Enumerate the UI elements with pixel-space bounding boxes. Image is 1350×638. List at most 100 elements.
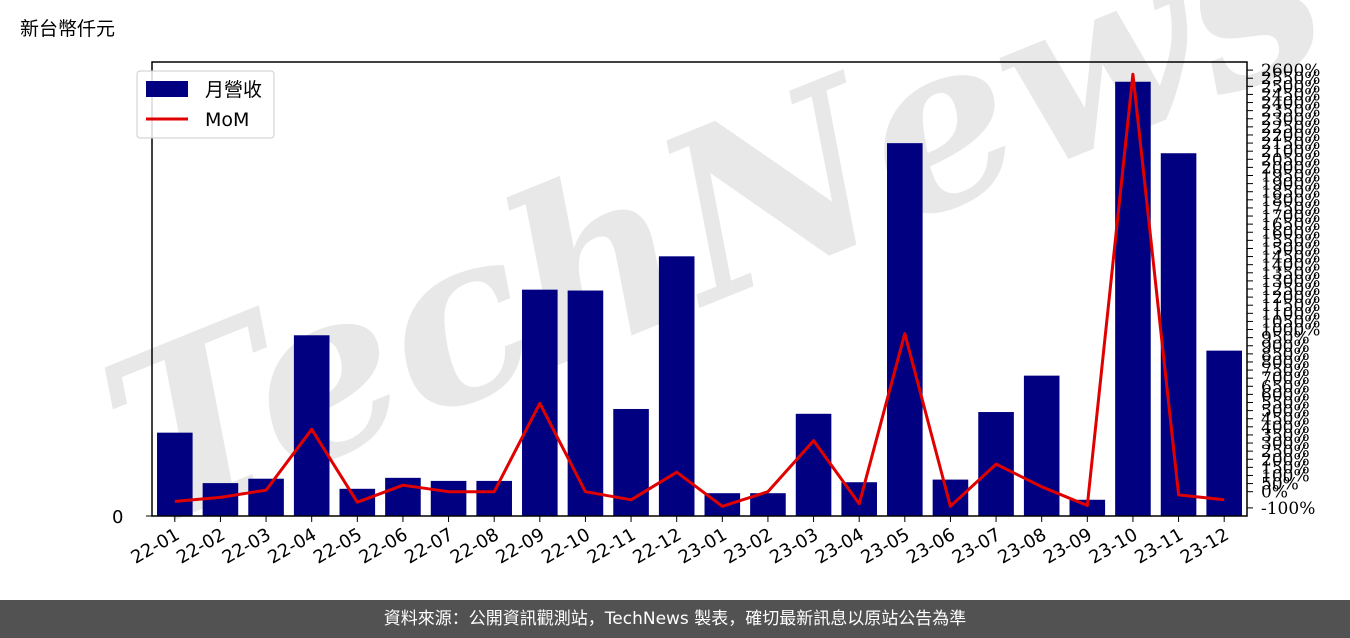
y-right-tick-label: 1950% — [1261, 167, 1320, 187]
y-right-tick-label: 1500% — [1261, 239, 1320, 259]
y-right-tick-label: 0% — [1261, 483, 1288, 503]
x-tick-label: 22-10 — [538, 524, 594, 568]
y-right-tick-label: -100% — [1261, 499, 1315, 519]
line-series — [174, 72, 1225, 508]
y-right-tick-label: 2250% — [1261, 118, 1320, 138]
bar-22-08 — [476, 480, 512, 516]
y-right-tick-label: 150% — [1261, 458, 1310, 478]
y-right-tick-label: 850% — [1261, 345, 1310, 365]
y-right-tick-label: 1000% — [1261, 321, 1320, 341]
x-tick-label: 22-05 — [310, 524, 366, 568]
x-tick-label: 22-06 — [356, 524, 412, 568]
bar-22-12 — [658, 256, 695, 516]
y-right-tick-label: 2000% — [1261, 158, 1320, 178]
y-right-tick-label: 600% — [1261, 385, 1310, 405]
y-right-tick-label: 450% — [1261, 410, 1310, 430]
bar-22-04 — [293, 335, 330, 516]
x-tick-label: 22-11 — [584, 524, 640, 568]
bar-22-10 — [567, 290, 604, 516]
y-right-tick-label: 2550% — [1261, 69, 1320, 89]
source-footer: 資料來源：公開資訊觀測站，TechNews 製表，確切最新訊息以原站公告為準 — [0, 600, 1350, 638]
bar-23-08 — [1023, 375, 1060, 516]
legend: 月營收 MoM — [136, 70, 275, 139]
x-tick-label: 23-07 — [949, 524, 1005, 568]
bar-23-02 — [750, 493, 786, 516]
y-right-tick-label: 1300% — [1261, 272, 1320, 292]
y-right-tick-label: 1450% — [1261, 248, 1320, 268]
y-right-tick-label: 400% — [1261, 418, 1310, 438]
y-right-tick-label: 750% — [1261, 361, 1310, 381]
x-tick-label: 23-11 — [1131, 524, 1187, 568]
y-right-tick-label: 1400% — [1261, 256, 1320, 276]
y-right-tick-label: 1150% — [1261, 296, 1320, 316]
x-tick-label: 22-09 — [493, 524, 549, 568]
bar-23-03 — [795, 413, 832, 516]
y-right-tick-label: 2050% — [1261, 150, 1320, 170]
y-right-tick-label: 550% — [1261, 394, 1310, 414]
y-right-tick-label: 2500% — [1261, 77, 1320, 97]
x-tick-label: 23-12 — [1177, 524, 1233, 568]
x-tick-label: 23-09 — [1040, 524, 1096, 568]
y-right-tick-label: 2450% — [1261, 85, 1320, 105]
x-tick-label: 23-05 — [858, 524, 914, 568]
bar-22-07 — [430, 480, 467, 516]
y-right-tick-label: 2400% — [1261, 94, 1320, 114]
y-right-tick-label: 2600% — [1261, 61, 1320, 81]
y-right-tick-label: 900% — [1261, 337, 1310, 357]
y-right-tick-label: 700% — [1261, 369, 1310, 389]
y-right-tick-label: 2350% — [1261, 102, 1320, 122]
x-tick-label: 23-06 — [903, 524, 959, 568]
y-right-tick-label: 1700% — [1261, 207, 1320, 227]
y-right-tick-label: 800% — [1261, 353, 1310, 373]
legend-label: 月營收 — [205, 79, 262, 101]
y-right-tick-label: 2200% — [1261, 126, 1320, 146]
bar-series — [157, 81, 1242, 516]
legend-label: MoM — [205, 109, 249, 131]
y-right-tick-label: 1650% — [1261, 215, 1320, 235]
x-tick-label: 23-04 — [812, 524, 868, 568]
x-tick-label: 23-10 — [1086, 524, 1142, 568]
y-left-tick-label: 0 — [112, 507, 123, 528]
y-right-tick-label: 950% — [1261, 329, 1310, 349]
y-right-tick-label: 500% — [1261, 402, 1310, 422]
mom-line — [174, 72, 1225, 508]
y-right-tick-label: 1750% — [1261, 199, 1320, 219]
y-right-tick-label: 350% — [1261, 426, 1310, 446]
bar-23-09 — [1069, 499, 1106, 516]
y-right-tick-label: 1250% — [1261, 280, 1320, 300]
y-right-tick-label: 200% — [1261, 450, 1310, 470]
bar-23-10 — [1115, 81, 1151, 516]
x-tick-label: 22-12 — [629, 524, 685, 568]
bar-22-06 — [385, 477, 421, 516]
y-right-tick-label: 250% — [1261, 442, 1310, 462]
bar-22-01 — [157, 432, 193, 516]
legend-swatch-bar — [146, 81, 188, 97]
bar-22-03 — [248, 478, 284, 516]
x-tick-label: 22-07 — [401, 524, 457, 568]
y-right-tick-label: 2100% — [1261, 142, 1320, 162]
y-right-tick-label: 1550% — [1261, 231, 1320, 251]
y-right-tick-label: 300% — [1261, 434, 1310, 454]
y-right-tick-label: 100% — [1261, 466, 1310, 486]
x-tick-label: 23-02 — [721, 524, 777, 568]
bar-23-06 — [932, 479, 969, 516]
x-tick-label: 23-08 — [994, 524, 1050, 568]
x-tick-label: 23-03 — [766, 524, 822, 568]
y-right-tick-label: 2300% — [1261, 110, 1320, 130]
y-right-tick-label: 1900% — [1261, 175, 1320, 195]
y-right-tick-label: 650% — [1261, 377, 1310, 397]
y-right-tick-label: 50% — [1261, 475, 1299, 495]
y-right-tick-label: 1850% — [1261, 183, 1320, 203]
bar-23-05 — [887, 143, 923, 516]
bar-23-12 — [1206, 350, 1242, 516]
x-tick-label: 23-01 — [675, 524, 731, 568]
y-axis-unit-label: 新台幣仟元 — [20, 18, 116, 40]
y-right-tick-label: 1200% — [1261, 288, 1320, 308]
y-right-tick-label: 1050% — [1261, 312, 1320, 332]
y-right-tick-label: 1600% — [1261, 223, 1320, 243]
bar-23-11 — [1160, 153, 1197, 516]
x-tick-label: 22-08 — [447, 524, 503, 568]
y-right-tick-label: 1800% — [1261, 191, 1320, 211]
y-right-tick-label: 1100% — [1261, 304, 1320, 324]
y-right-tick-label: 2150% — [1261, 134, 1320, 154]
